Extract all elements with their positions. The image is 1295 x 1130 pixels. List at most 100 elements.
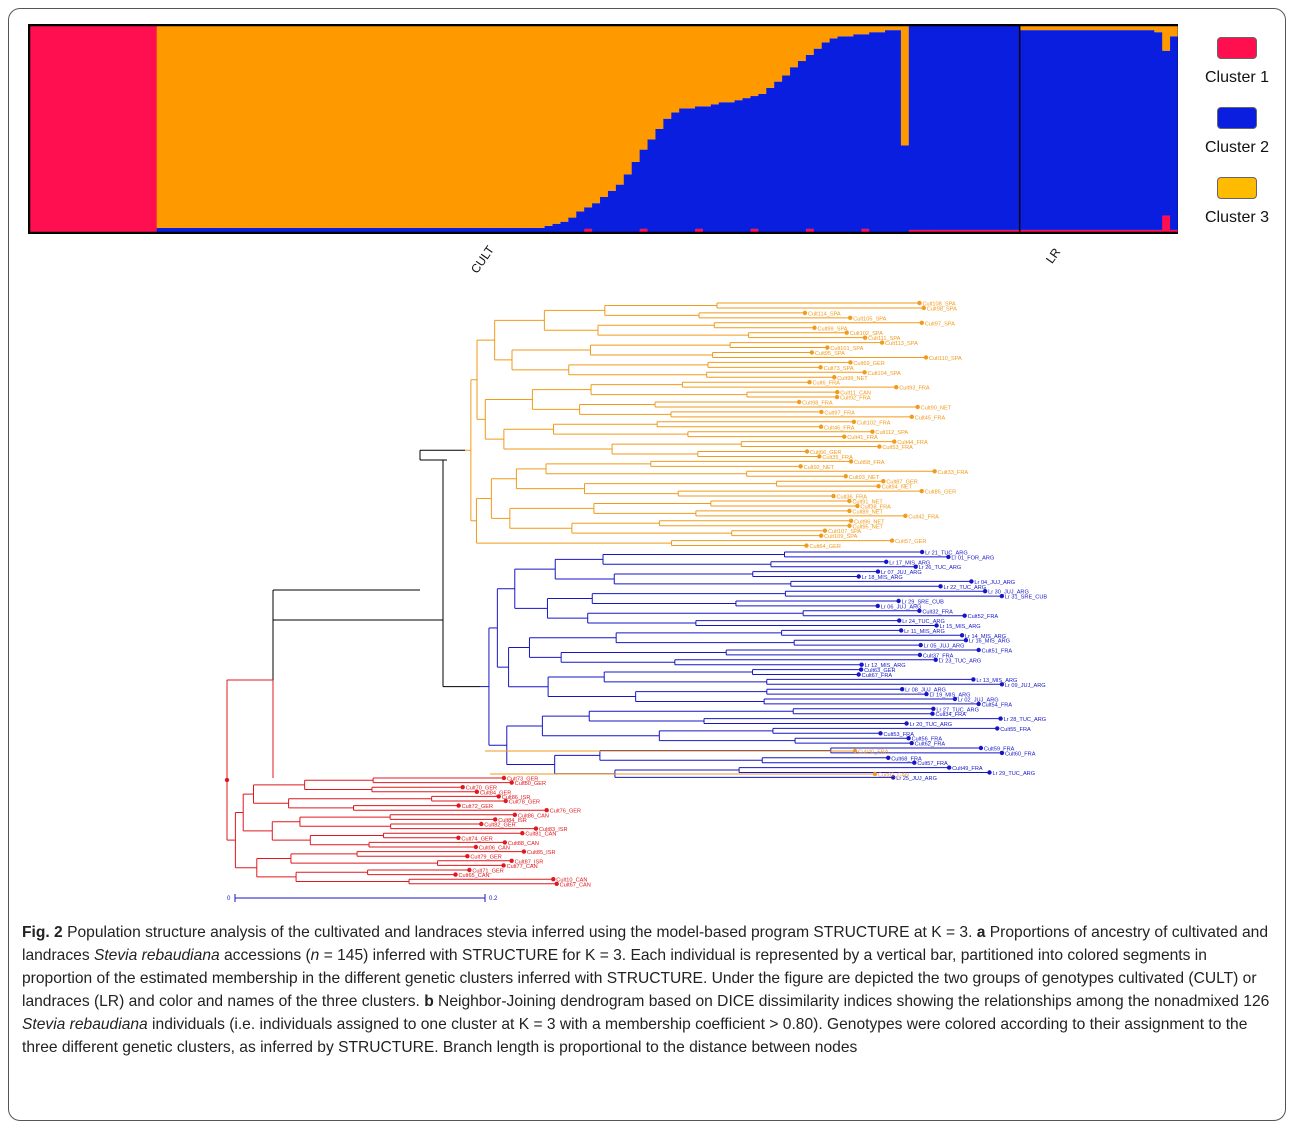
tree-tip-label: Cult66_GER bbox=[810, 450, 841, 456]
structure-bar-segment bbox=[592, 26, 601, 204]
caption-title: Population structure analysis of the cul… bbox=[62, 924, 977, 941]
structure-bar-segment bbox=[829, 26, 839, 39]
structure-bar-segment bbox=[631, 26, 641, 162]
structure-bar-segment bbox=[584, 207, 593, 229]
structure-bar-segment bbox=[829, 38, 839, 232]
structure-bar-segment bbox=[156, 227, 166, 232]
tree-tip-label: Cult98_SPA bbox=[927, 306, 957, 312]
tree-tip-label: Cult37_FRA bbox=[923, 653, 954, 659]
structure-bar-segment bbox=[346, 26, 356, 228]
structure-bar-segment bbox=[1067, 229, 1076, 232]
structure-bar-segment bbox=[877, 26, 886, 33]
tree-tip-label: Cult63_GER bbox=[864, 668, 895, 674]
structure-bar-segment bbox=[402, 227, 411, 232]
structure-bar-segment bbox=[607, 190, 617, 232]
structure-bar-segment bbox=[441, 227, 451, 232]
tree-tip-label: Cult105_SPA bbox=[853, 316, 886, 322]
structure-bar-segment bbox=[172, 26, 182, 228]
structure-bar-segment bbox=[623, 174, 633, 232]
tree-tip-label: Cult80_GER bbox=[515, 781, 546, 787]
structure-bar-segment bbox=[600, 26, 609, 197]
structure-bar-segment bbox=[892, 26, 902, 31]
structure-bar-segment bbox=[362, 26, 372, 228]
structure-bar-segment bbox=[750, 26, 759, 97]
structure-bar-segment bbox=[410, 26, 419, 228]
structure-bar-segment bbox=[639, 228, 649, 232]
tree-tip-label: Cult42_FRA bbox=[908, 514, 939, 520]
structure-bar-segment bbox=[354, 26, 364, 228]
structure-bar-segment bbox=[1003, 229, 1013, 232]
tree-tip-label: Lr 29_SRE_CUB bbox=[902, 600, 945, 606]
legend-label-cluster-3: Cluster 3 bbox=[1204, 209, 1270, 226]
structure-bar-segment bbox=[259, 227, 269, 232]
tree-tip-label: Lr 04_JUJ_ARG bbox=[974, 580, 1015, 586]
structure-bar-segment bbox=[631, 161, 641, 232]
structure-bar-segment bbox=[520, 26, 530, 228]
structure-bar-segment bbox=[853, 26, 862, 35]
tree-tip-label: Lr 27_TUC_ARG bbox=[936, 707, 979, 713]
structure-bar-segment bbox=[180, 26, 189, 228]
structure-bar-segment bbox=[1098, 229, 1108, 232]
structure-bar-segment bbox=[204, 26, 213, 228]
structure-bar-segment bbox=[1162, 26, 1171, 51]
structure-bar-segment bbox=[607, 26, 617, 191]
tree-tip-label: Cult06_CAN bbox=[479, 846, 510, 852]
structure-bar-segment bbox=[948, 26, 957, 230]
structure-bar-segment bbox=[457, 227, 467, 232]
structure-bar-segment bbox=[940, 26, 949, 230]
structure-bar-segment bbox=[30, 26, 39, 232]
structure-bar-segment bbox=[354, 227, 364, 232]
structure-bar-segment bbox=[663, 118, 672, 232]
tree-tip-label: Lr 18_MIS_ARG bbox=[862, 575, 903, 581]
tree-tip-label: Cult69_GER bbox=[853, 361, 884, 367]
structure-bar-segment bbox=[1122, 229, 1132, 232]
structure-bar-segment bbox=[932, 229, 942, 232]
structure-bar-segment bbox=[758, 93, 767, 232]
structure-bar-segment bbox=[1090, 26, 1100, 31]
structure-bar-segment bbox=[307, 26, 316, 228]
structure-bar-segment bbox=[536, 227, 546, 232]
tree-tip-label: Cult81_CAN bbox=[525, 832, 556, 838]
structure-bar-segment bbox=[987, 229, 997, 232]
structure-bar-segment bbox=[671, 112, 680, 232]
structure-bar-segment bbox=[1059, 229, 1068, 232]
tree-tip-label: Cult113_SPA bbox=[885, 341, 918, 347]
tree-tip-label: Cult86_CAN bbox=[518, 813, 549, 819]
tree-tip-label: Lr 29_TUC_ARG bbox=[992, 771, 1035, 777]
structure-bar-segment bbox=[481, 26, 490, 228]
tree-tip-label: Cult53_FRA bbox=[882, 445, 913, 451]
structure-bar-segment bbox=[212, 227, 221, 232]
structure-bar-segment bbox=[307, 227, 316, 232]
structure-bar-segment bbox=[156, 26, 166, 228]
structure-bar-segment bbox=[576, 26, 585, 212]
structure-bar-segment bbox=[220, 26, 229, 228]
structure-bar-segment bbox=[140, 26, 150, 232]
structure-bar-segment bbox=[687, 108, 696, 232]
structure-bar-segment bbox=[1122, 26, 1132, 31]
tree-tip-label: Cult88_CAN bbox=[508, 841, 539, 847]
tree-tip-label: Cult72_GER bbox=[462, 804, 493, 810]
legend-swatch-cluster-1 bbox=[1217, 37, 1257, 59]
caption-a-text-1: Proportions of ancestry of cultivated an… bbox=[22, 924, 1268, 964]
structure-bar-segment bbox=[560, 26, 569, 222]
structure-bar-segment bbox=[386, 227, 395, 232]
structure-bar-segment bbox=[695, 26, 704, 107]
tree-tip-label: Cult11_CAN bbox=[840, 391, 871, 397]
tree-tip-label: Cult57_GER bbox=[895, 539, 926, 545]
structure-bar-segment bbox=[465, 26, 474, 228]
tree-tip-label: Cult95_SPA bbox=[815, 351, 845, 357]
tree-tip-label: Cult57_FRA bbox=[917, 761, 948, 767]
structure-bar-segment bbox=[370, 26, 379, 228]
structure-bar-segment bbox=[235, 26, 245, 228]
structure-bar-segment bbox=[861, 26, 870, 35]
tree-tip-label: Cult111_SPA bbox=[868, 336, 901, 342]
structure-bar-segment bbox=[267, 227, 277, 232]
structure-bar-segment bbox=[995, 229, 1005, 232]
caption-a-text-2: accessions ( bbox=[219, 947, 311, 964]
tree-tip-label: Cult99_NET bbox=[837, 376, 868, 382]
tree-tip-label: Lr 14_MIS_ARG bbox=[965, 634, 1006, 640]
structure-bar-segment bbox=[1043, 26, 1052, 31]
structure-bar-segment bbox=[520, 227, 530, 232]
tree-tip-label: Cult38_FRA bbox=[860, 504, 891, 510]
structure-bar-segment bbox=[1098, 26, 1108, 31]
